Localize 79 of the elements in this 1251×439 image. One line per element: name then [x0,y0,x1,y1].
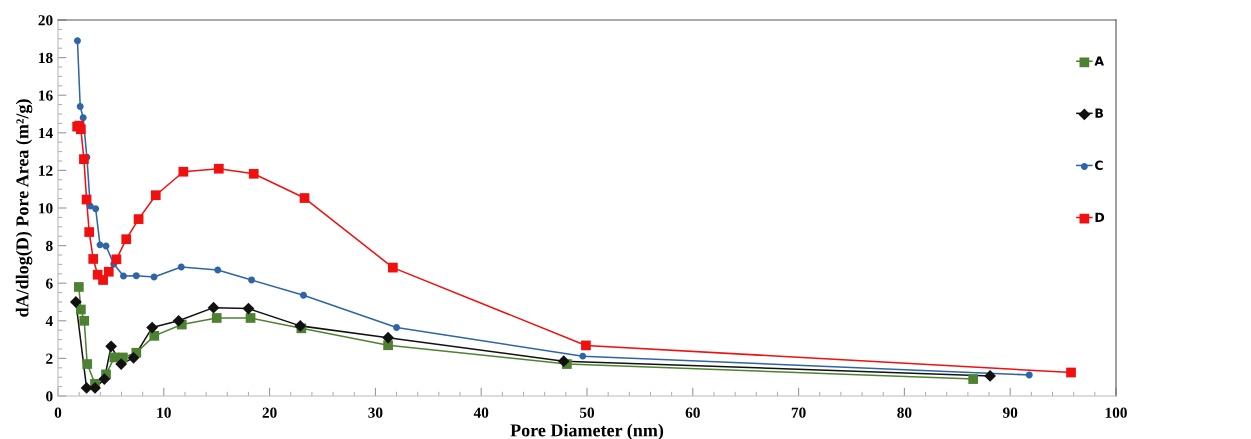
x-tick-label: 70 [791,407,806,418]
legend-label: D [1095,212,1105,222]
point [69,296,82,308]
x-tick-label: 20 [262,407,277,418]
point [294,319,307,332]
y-tick-label: 20 [38,15,53,26]
point [74,37,81,45]
x-tick-label: 10 [157,407,171,418]
point [177,263,185,271]
point [299,193,310,203]
point [248,168,259,179]
y-tick-label: 14 [39,128,53,139]
x-tick-label: 50 [579,407,595,418]
point [79,315,90,326]
y-tick-label: 0 [46,391,53,402]
point [127,351,140,364]
point [76,103,84,110]
point [132,272,140,280]
point [207,301,220,314]
point [96,241,104,249]
point [121,234,132,245]
point [98,275,108,285]
y-tick-label: 6 [46,278,53,289]
point [1025,371,1033,379]
point [149,330,160,341]
point [89,382,101,394]
y-tick-label: 18 [39,52,53,64]
point [92,205,100,213]
point [245,313,256,323]
point [1066,367,1076,378]
x-tick-label: 100 [1105,407,1127,418]
legend-label: A [1094,56,1104,66]
point [242,302,255,315]
point [79,114,87,122]
y-tick-label: 16 [39,90,53,101]
point [120,272,127,280]
point [73,282,84,292]
point [213,163,224,174]
point [579,352,587,360]
legend-label: B [1095,108,1104,118]
point [214,266,222,274]
point [150,190,161,201]
y-tick-label: 2 [46,353,53,364]
y-axis-title: dA/dlog(D) Pore Area (m²/g) [15,99,33,317]
point [133,214,144,224]
x-tick-label: 90 [1002,407,1018,418]
point [79,154,89,164]
y-tick-label: 4 [45,316,53,327]
point [557,355,570,368]
point [82,359,93,369]
y-tick-label: 8 [46,240,53,252]
x-tick-label: 80 [897,407,912,418]
point [115,358,128,370]
point [581,340,591,351]
point [299,291,307,299]
point [103,266,114,277]
point [393,324,401,332]
point [98,373,111,385]
point [382,331,394,344]
point [75,304,86,315]
x-tick-label: 60 [685,407,700,418]
point [172,314,185,327]
point [388,262,398,273]
point [178,166,189,177]
point [248,276,256,284]
point [211,313,222,323]
x-tick-label: 0 [54,407,62,418]
point [968,374,979,384]
x-tick-label: 30 [368,407,383,418]
point [105,340,117,353]
point [984,369,996,382]
y-tick-label: 12 [39,165,53,176]
point [146,321,159,334]
point [111,254,122,265]
y-tick-label: 10 [39,203,53,214]
point [88,254,99,264]
x-tick-label: 40 [473,407,489,418]
point [84,227,95,237]
legend-label: C [1095,160,1103,170]
